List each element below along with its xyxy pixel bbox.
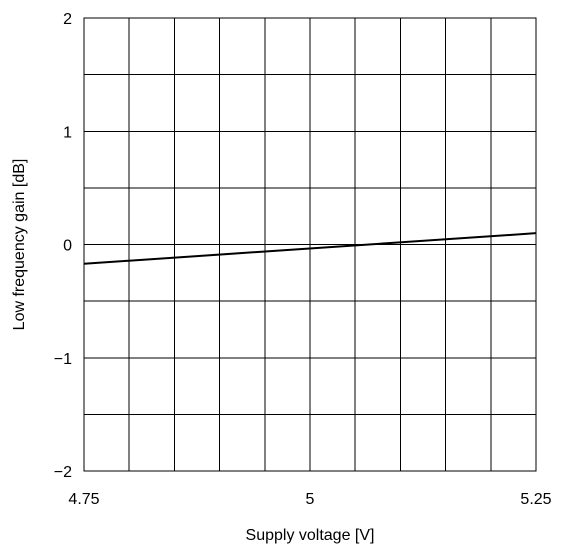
series-layer [83, 232, 537, 265]
x-tick-label: 5 [306, 491, 315, 508]
y-axis-label: Low frequency gain [dB] [11, 159, 28, 331]
x-tick-label: 4.75 [68, 491, 99, 508]
y-tick-label: 0 [63, 238, 72, 255]
y-tick-label: 2 [63, 11, 72, 28]
y-tick-label: −1 [54, 351, 72, 368]
x-tick-labels: 4.75 5 5.25 [68, 491, 551, 508]
y-tick-labels: 2 1 0 −1 −2 [54, 11, 72, 481]
x-tick-label: 5.25 [520, 491, 551, 508]
grid [84, 18, 536, 471]
x-axis-label: Supply voltage [V] [246, 527, 375, 544]
y-tick-label: −2 [54, 464, 72, 481]
y-tick-label: 1 [63, 124, 72, 141]
series-line-1 [83, 232, 537, 265]
plot-frame [83, 17, 537, 472]
